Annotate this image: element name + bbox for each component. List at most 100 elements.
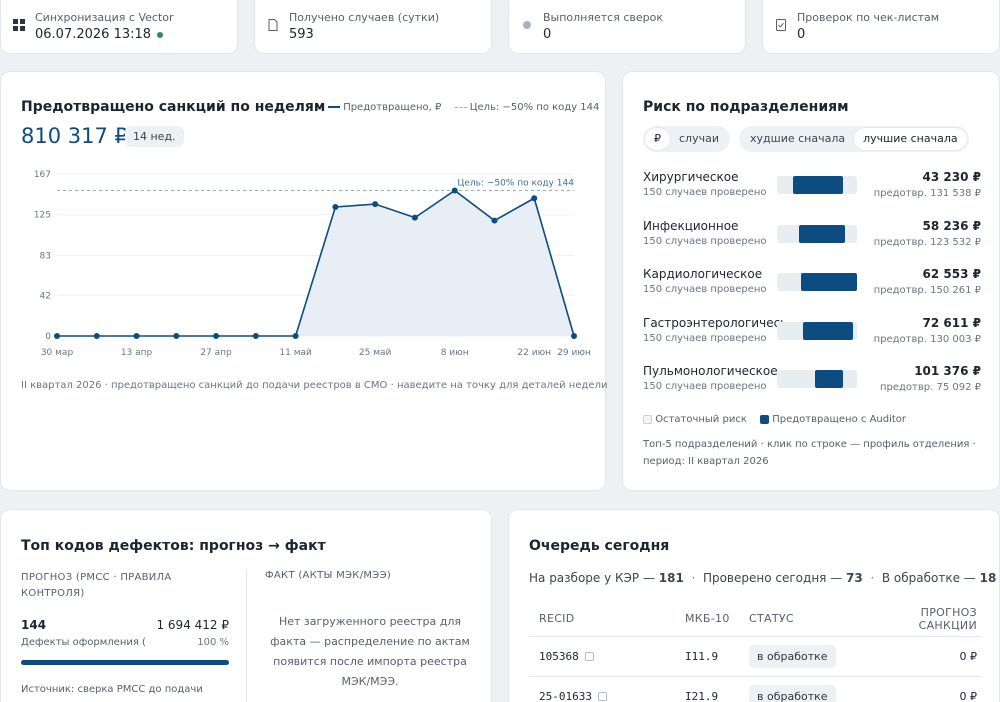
table-header-row: RECID МКБ-10 СТАТУС ПРОГНОЗ САНКЦИИ xyxy=(529,602,981,637)
forecast-header: ПРОГНОЗ (РМСС · ПРАВИЛА КОНТРОЛЯ) xyxy=(21,572,172,599)
defect-description: Дефекты оформления ( xyxy=(21,637,146,648)
data-point[interactable] xyxy=(571,333,577,339)
department-amount: 62 553 ₽ xyxy=(922,267,981,281)
status-badge: в обработке xyxy=(749,684,836,702)
column-header-recid[interactable]: RECID xyxy=(529,602,675,637)
checklist-icon xyxy=(776,19,786,31)
data-point[interactable] xyxy=(411,214,418,221)
department-name: Хирургическое xyxy=(643,170,739,184)
risk-bar xyxy=(777,225,857,243)
table-row[interactable]: 105368 I11.9 в обработке 0 ₽ xyxy=(529,636,981,677)
legend-main: Предотвращено, ₽ xyxy=(343,102,442,113)
residual-swatch-icon xyxy=(643,414,652,424)
risk-footnote: Топ-5 подразделений · клик по строке — п… xyxy=(643,439,976,467)
unit-toggle: ₽ случаи xyxy=(643,126,730,152)
defect-code: 144 xyxy=(21,618,47,632)
department-row[interactable]: Пульмонологическое 150 случаев проверено… xyxy=(643,364,981,404)
department-prevented: предотвр. 131 538 ₽ xyxy=(873,188,981,199)
cell-recid: 25-01633 xyxy=(529,676,675,702)
online-status-icon xyxy=(157,31,164,38)
table-row[interactable]: 25-01633 I21.9 в обработке 0 ₽ xyxy=(529,676,981,702)
data-point[interactable] xyxy=(292,333,299,339)
kpi-label: Проверок по чек-листам xyxy=(797,11,940,24)
risk-bar xyxy=(777,273,857,291)
legend-target: Цель: −50% по коду 144 xyxy=(469,102,600,113)
data-point[interactable] xyxy=(372,201,379,208)
copy-icon[interactable] xyxy=(597,692,607,701)
department-prevented: предотвр. 75 092 ₽ xyxy=(879,382,981,393)
risk-legend: Остаточный риск Предотвращено с Auditor xyxy=(643,414,906,425)
legend-residual: Остаточный риск xyxy=(655,414,747,425)
column-divider xyxy=(246,570,247,702)
sort-worst[interactable]: худшие сначала xyxy=(750,132,846,145)
queue-card: Очередь сегодня На разборе у КЭР — 181 ·… xyxy=(508,509,1000,702)
data-point[interactable] xyxy=(173,333,180,339)
recid-text: 25-01633 xyxy=(539,689,592,702)
sort-best[interactable]: лучшие сначала xyxy=(854,128,967,150)
toggle-cases[interactable]: случаи xyxy=(679,132,719,145)
department-amount: 72 611 ₽ xyxy=(922,316,981,330)
column-header-mkb[interactable]: МКБ-10 xyxy=(675,602,739,637)
data-point[interactable] xyxy=(213,333,220,339)
legend-prevented: Предотвращено с Auditor xyxy=(772,414,907,425)
risk-bar xyxy=(777,322,857,340)
data-point[interactable] xyxy=(133,333,140,339)
department-sub: 150 случаев проверено xyxy=(643,333,767,344)
prevented-swatch-icon xyxy=(760,414,770,424)
data-point[interactable] xyxy=(332,203,339,210)
queue-title: Очередь сегодня xyxy=(529,538,670,554)
area-fill xyxy=(57,190,574,336)
sort-toggle: худшие сначала лучшие сначала xyxy=(739,126,969,152)
kpi-value: 0 xyxy=(543,27,552,42)
summary-value: 181 xyxy=(658,571,684,585)
data-point[interactable] xyxy=(54,333,60,339)
department-amount: 58 236 ₽ xyxy=(922,219,981,233)
toggle-currency[interactable]: ₽ xyxy=(645,128,670,150)
y-tick-label: 83 xyxy=(40,251,51,261)
department-row[interactable]: Инфекционное 150 случаев проверено 58 23… xyxy=(643,219,981,259)
prevented-fill xyxy=(798,225,845,243)
data-point[interactable] xyxy=(531,195,538,202)
x-tick-label: 25 май xyxy=(359,348,392,358)
department-sub: 150 случаев проверено xyxy=(643,284,767,295)
column-header-status[interactable]: СТАТУС xyxy=(739,602,849,637)
summary-separator: · xyxy=(866,571,878,585)
department-row[interactable]: Хирургическое 150 случаев проверено 43 2… xyxy=(643,170,981,210)
data-point[interactable] xyxy=(93,333,100,339)
x-tick-label: 29 июн xyxy=(557,348,591,358)
risk-bar xyxy=(777,176,857,194)
fact-header: ФАКТ (АКТЫ МЭК/МЭЭ) xyxy=(265,570,392,581)
column-header-forecast[interactable]: ПРОГНОЗ САНКЦИИ xyxy=(849,602,981,637)
status-dot-icon xyxy=(523,21,531,29)
risk-title: Риск по подразделениям xyxy=(643,99,849,115)
prevented-fill xyxy=(801,273,857,291)
weekly-title: Предотвращено санкций по неделям xyxy=(21,99,326,115)
x-tick-label: 22 июн xyxy=(517,348,551,358)
department-name: Кардиологическое xyxy=(643,267,763,281)
queue-summary: На разборе у КЭР — 181 · Проверено сегод… xyxy=(529,571,996,585)
defects-card: Топ кодов дефектов: прогноз → факт ПРОГН… xyxy=(0,509,492,702)
department-name: Пульмонологическое xyxy=(643,364,778,378)
data-point[interactable] xyxy=(491,217,498,224)
risk-bar xyxy=(777,370,857,388)
kpi-card-sync: Синхронизация с Vector 06.07.2026 13:18 xyxy=(0,0,238,54)
legend-line-icon xyxy=(328,106,340,108)
weekly-caption: II квартал 2026 · предотвращено санкций … xyxy=(21,380,608,391)
status-badge: в обработке xyxy=(749,644,836,668)
kpi-value: 06.07.2026 13:18 xyxy=(35,27,164,42)
dashboard-icon xyxy=(13,19,25,31)
cell-forecast: 0 ₽ xyxy=(849,676,981,702)
data-point[interactable] xyxy=(451,187,458,194)
weekly-area-chart[interactable]: 0 42 83 125 167 Цель: −50% по коду 144 30 мар 1… xyxy=(1,162,607,362)
chart-legend: Предотвращено, ₽ Цель: −50% по коду 144 xyxy=(328,102,599,113)
department-sub: 150 случаев проверено xyxy=(643,236,767,247)
department-row[interactable]: Кардиологическое 150 случаев проверено 6… xyxy=(643,267,981,307)
queue-table: RECID МКБ-10 СТАТУС ПРОГНОЗ САНКЦИИ 1053… xyxy=(529,602,981,702)
department-row[interactable]: Гастроэнтерологическое 150 случаев прове… xyxy=(643,316,981,356)
kpi-value: 0 xyxy=(797,27,806,42)
cell-status: в обработке xyxy=(739,676,849,702)
data-point[interactable] xyxy=(252,333,259,339)
legend-target-icon xyxy=(454,106,467,108)
copy-icon[interactable] xyxy=(584,652,594,661)
kpi-card-received: Получено случаев (сутки) 593 xyxy=(254,0,492,54)
